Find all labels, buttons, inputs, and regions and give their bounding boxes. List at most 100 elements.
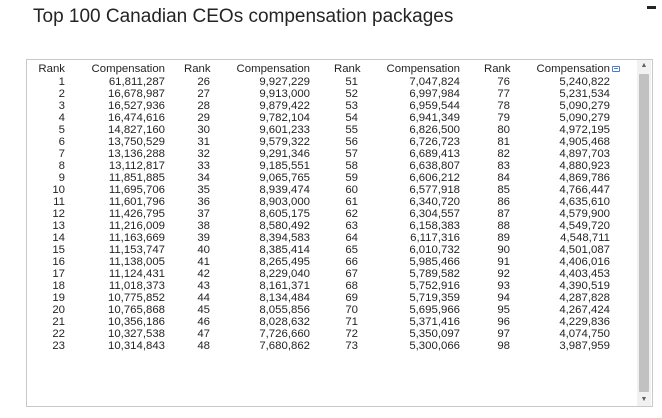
compensation-cell: 9,185,551 bbox=[259, 160, 310, 172]
compensation-cell: 8,903,000 bbox=[259, 196, 310, 208]
rank-cell: 55 bbox=[345, 124, 358, 136]
rank-cell: 22 bbox=[52, 328, 65, 340]
compensation-cell: 9,782,104 bbox=[259, 112, 310, 124]
rank-cell: 73 bbox=[345, 340, 358, 352]
rank-cell: 76 bbox=[497, 76, 510, 88]
rank-cell: 92 bbox=[497, 268, 510, 280]
compensation-cell: 6,941,349 bbox=[409, 112, 460, 124]
compensation-cell: 8,134,484 bbox=[259, 292, 310, 304]
rank-header[interactable]: Rank bbox=[184, 63, 211, 75]
rank-cell: 59 bbox=[345, 172, 358, 184]
table-column-group: Rank 51 52 53 54 55 56 57 58 59 60 61 62 63 64 65 66 67 68… bbox=[334, 63, 460, 352]
compensation-header[interactable]: Compensation bbox=[236, 63, 310, 75]
compensation-cell: 5,789,582 bbox=[409, 268, 460, 280]
rank-column: Rank 1 2 3 4 5 6 7 8 9 10 11 12 13 14 15 16 17 18 19 20 21 22 2… bbox=[37, 63, 65, 352]
compensation-cell: 9,291,346 bbox=[259, 148, 310, 160]
compensation-cell: 9,913,000 bbox=[259, 88, 310, 100]
compensation-cell: 4,766,447 bbox=[559, 184, 610, 196]
compensation-cell: 6,577,918 bbox=[409, 184, 460, 196]
compensation-cell: 11,426,795 bbox=[108, 208, 165, 220]
compensation-column: Compensation 5,240,822 5,231,534 5,090,279 5… bbox=[518, 63, 610, 352]
rank-cell: 53 bbox=[345, 100, 358, 112]
compensation-cell: 8,055,856 bbox=[259, 304, 310, 316]
rank-cell: 97 bbox=[497, 328, 510, 340]
scrollbar-thumb[interactable] bbox=[639, 74, 649, 392]
table-column-group: Rank 76 77 78 79 80 81 82 83 84 85 86 87 88 89 90 91 92 93… bbox=[484, 63, 610, 352]
compensation-cell: 8,265,495 bbox=[259, 256, 310, 268]
compensation-cell: 10,765,868 bbox=[107, 304, 165, 316]
compensation-cell: 4,287,828 bbox=[559, 292, 610, 304]
rank-cell: 77 bbox=[497, 88, 510, 100]
chevron-down-icon[interactable]: ▼ bbox=[640, 396, 648, 403]
rank-cell: 23 bbox=[52, 340, 65, 352]
compensation-header[interactable]: Compensation bbox=[91, 63, 165, 75]
compensation-cell: 4,905,468 bbox=[559, 136, 610, 148]
compensation-cell: 5,090,279 bbox=[559, 112, 610, 124]
menu-icon[interactable] bbox=[647, 6, 656, 9]
rank-cell: 4 bbox=[58, 112, 65, 124]
rank-cell: 61 bbox=[345, 196, 358, 208]
export-icon[interactable] bbox=[612, 66, 620, 72]
rank-cell: 33 bbox=[197, 160, 210, 172]
rank-cell: 18 bbox=[52, 280, 65, 292]
compensation-cell: 6,010,732 bbox=[409, 244, 460, 256]
compensation-cell: 6,117,316 bbox=[410, 232, 460, 244]
compensation-cell: 6,158,383 bbox=[409, 220, 460, 232]
rank-cell: 56 bbox=[345, 136, 358, 148]
compensation-cell: 9,879,422 bbox=[259, 100, 310, 112]
compensation-cell: 8,028,632 bbox=[259, 316, 310, 328]
compensation-cell: 8,939,474 bbox=[259, 184, 310, 196]
compensation-header[interactable]: Compensation bbox=[386, 63, 460, 75]
compensation-cell: 5,985,466 bbox=[409, 256, 460, 268]
rank-cell: 71 bbox=[345, 316, 358, 328]
vertical-scrollbar[interactable]: ▲ ▼ bbox=[637, 60, 651, 406]
compensation-cell: 13,136,288 bbox=[107, 148, 165, 160]
compensation-cell: 10,314,843 bbox=[107, 340, 165, 352]
compensation-cell: 6,689,413 bbox=[409, 148, 460, 160]
rank-cell: 51 bbox=[345, 76, 358, 88]
compensation-cell: 11,138,005 bbox=[108, 256, 165, 268]
rank-cell: 66 bbox=[345, 256, 358, 268]
rank-column: Rank 76 77 78 79 80 81 82 83 84 85 86 87 88 89 90 91 92 93… bbox=[484, 63, 511, 352]
rank-cell: 12 bbox=[52, 208, 65, 220]
rank-header[interactable]: Rank bbox=[38, 63, 65, 75]
rank-header[interactable]: Rank bbox=[484, 63, 511, 75]
compensation-cell: 13,750,529 bbox=[107, 136, 165, 148]
compensation-cell: 5,719,359 bbox=[409, 292, 460, 304]
rank-cell: 72 bbox=[345, 328, 358, 340]
compensation-cell: 4,880,923 bbox=[559, 160, 610, 172]
compensation-header[interactable]: Compensation bbox=[536, 63, 610, 75]
compensation-cell: 4,229,836 bbox=[559, 316, 610, 328]
compensation-cell: 10,356,186 bbox=[107, 316, 165, 328]
rank-cell: 28 bbox=[197, 100, 210, 112]
rank-header[interactable]: Rank bbox=[334, 63, 361, 75]
compensation-cell: 6,638,807 bbox=[409, 160, 460, 172]
compensation-cell: 4,267,424 bbox=[559, 304, 610, 316]
compensation-cell: 11,601,796 bbox=[108, 196, 165, 208]
rank-cell: 17 bbox=[52, 268, 65, 280]
rank-cell: 70 bbox=[345, 304, 358, 316]
compensation-cell: 6,826,500 bbox=[409, 124, 460, 136]
rank-cell: 95 bbox=[497, 304, 510, 316]
rank-column: Rank 51 52 53 54 55 56 57 58 59 60 61 62 63 64 65 66 67 68… bbox=[334, 63, 361, 352]
compensation-cell: 11,153,747 bbox=[108, 244, 165, 256]
rank-cell: 93 bbox=[497, 280, 510, 292]
rank-cell: 13 bbox=[52, 220, 65, 232]
compensation-cell: 4,548,711 bbox=[560, 232, 610, 244]
rank-cell: 90 bbox=[497, 244, 510, 256]
rank-cell: 86 bbox=[497, 196, 510, 208]
compensation-cell: 14,827,160 bbox=[107, 124, 165, 136]
chevron-up-icon[interactable]: ▲ bbox=[640, 62, 648, 69]
compensation-cell: 7,680,862 bbox=[259, 340, 310, 352]
compensation-cell: 16,527,936 bbox=[107, 100, 165, 112]
compensation-cell: 7,726,660 bbox=[259, 328, 310, 340]
compensation-cell: 8,394,583 bbox=[259, 232, 310, 244]
rank-cell: 44 bbox=[197, 292, 210, 304]
compensation-cell: 4,074,750 bbox=[559, 328, 610, 340]
rank-cell: 69 bbox=[345, 292, 358, 304]
rank-cell: 42 bbox=[197, 268, 210, 280]
compensation-cell: 7,047,824 bbox=[409, 76, 460, 88]
compensation-cell: 4,869,786 bbox=[559, 172, 610, 184]
compensation-cell: 11,216,009 bbox=[108, 220, 165, 232]
rank-cell: 27 bbox=[197, 88, 210, 100]
